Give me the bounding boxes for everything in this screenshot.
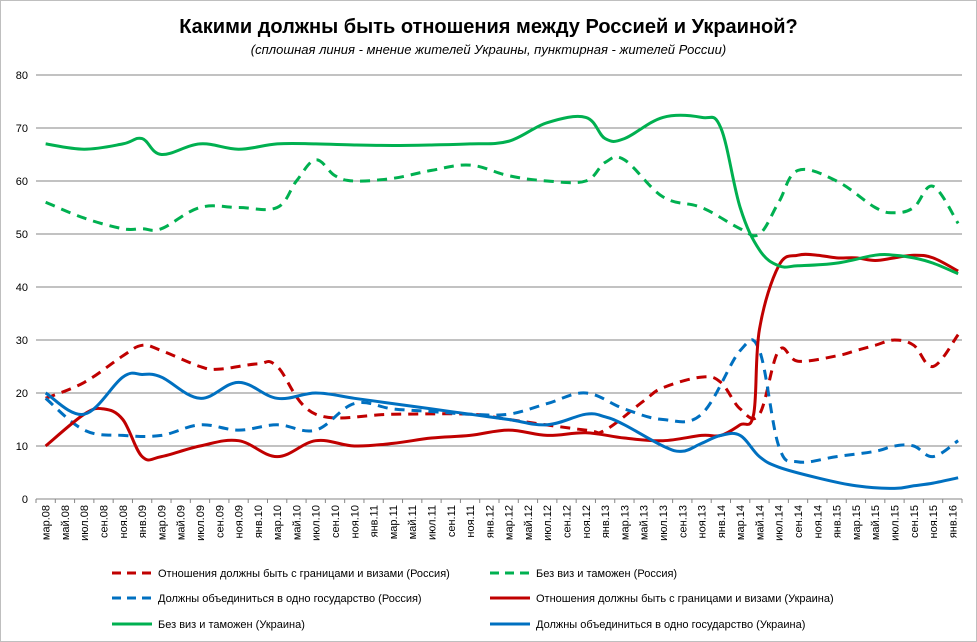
legend-label: Должны объединиться в одно государство (…: [158, 593, 422, 605]
series-line-2: [45, 155, 960, 238]
x-tick-label: янв.12: [484, 505, 496, 538]
y-tick-label: 10: [16, 441, 28, 453]
x-tick-label: июл.11: [426, 505, 438, 540]
x-tick-label: июл.14: [774, 505, 786, 541]
x-tick-label: май.13: [639, 505, 651, 540]
x-tick-label: май.09: [176, 505, 188, 540]
x-tick-label: мар.12: [504, 505, 516, 540]
x-tick-label: ноя.12: [581, 505, 593, 538]
x-tick-label: июл.15: [889, 505, 901, 541]
series-line-6: [44, 371, 959, 490]
x-tick-label: мар.08: [41, 505, 53, 540]
x-tick-label: мар.13: [619, 505, 631, 540]
x-tick-label: мар.11: [388, 505, 400, 539]
x-tick-label: июл.12: [542, 505, 554, 541]
x-tick-label: ноя.13: [697, 505, 709, 538]
x-tick-label: май.08: [60, 505, 72, 540]
series-line-4: [44, 252, 959, 462]
x-tick-label: май.12: [523, 505, 535, 540]
y-tick-label: 80: [16, 70, 28, 82]
y-tick-label: 20: [16, 388, 28, 400]
x-tick-label: май.15: [870, 505, 882, 540]
x-tick-label: сен.08: [99, 505, 111, 538]
series-lines: [44, 113, 960, 490]
x-tick-label: янв.15: [832, 505, 844, 538]
series-line-3: [44, 338, 960, 464]
x-tick-label: мар.15: [851, 505, 863, 540]
legend-label: Без виз и таможен (Украина): [158, 619, 305, 631]
x-tick-label: июл.09: [195, 505, 207, 541]
y-tick-label: 50: [16, 229, 28, 241]
x-tick-label: сен.14: [793, 505, 805, 538]
x-tick-label: мар.09: [156, 505, 168, 540]
x-tick-label: янв.10: [253, 505, 265, 538]
series-line-5: [45, 113, 959, 276]
x-tick-label: май.11: [407, 505, 419, 539]
x-tick-label: сен.10: [330, 505, 342, 538]
x-tick-label: янв.09: [137, 505, 149, 538]
x-tick-label: май.10: [291, 505, 303, 540]
y-tick-label: 70: [16, 123, 28, 135]
x-tick-label: янв.16: [947, 505, 959, 538]
x-tick-label: янв.14: [716, 505, 728, 538]
legend-label: Должны объединиться в одно государство (…: [536, 619, 805, 631]
y-tick-label: 0: [22, 494, 28, 506]
x-tick-label: ноя.08: [118, 505, 130, 538]
x-tick-label: янв.13: [600, 505, 612, 538]
x-tick-label: ноя.15: [928, 505, 940, 538]
x-tick-label: ноя.11: [465, 505, 477, 538]
x-tick-label: ноя.14: [812, 505, 824, 538]
legend-label: Отношения должны быть с границами и виза…: [158, 568, 450, 580]
x-tick-label: сен.15: [909, 505, 921, 538]
y-tick-label: 30: [16, 335, 28, 347]
legend: Отношения должны быть с границами и виза…: [112, 568, 834, 631]
gridlines: [36, 74, 962, 500]
chart-subtitle: (сплошная линия - мнение жителей Украины…: [250, 42, 727, 57]
x-tick-label: мар.10: [272, 505, 284, 540]
y-tick-label: 40: [16, 282, 28, 294]
x-axis: мар.08 май.08 июл.08 сен.08 ноя.08 янв.09 мар.…: [35, 499, 963, 541]
legend-label: Отношения должны быть с границами и виза…: [536, 593, 834, 605]
x-tick-label: июл.08: [79, 505, 91, 541]
x-tick-label: июл.10: [311, 505, 323, 541]
y-tick-label: 60: [16, 176, 28, 188]
x-tick-label: сен.11: [446, 505, 458, 537]
y-axis: 0 10 20 30 40 50 60 70 80: [16, 70, 28, 506]
chart-title: Какими должны быть отношения между Росси…: [179, 16, 798, 38]
x-tick-label: сен.12: [562, 505, 574, 538]
x-tick-label: сен.13: [677, 505, 689, 538]
x-tick-label: мар.14: [735, 505, 747, 540]
x-tick-label: ноя.09: [234, 505, 246, 538]
x-tick-label: ноя.10: [349, 505, 361, 538]
x-tick-label: сен.09: [214, 505, 226, 538]
legend-label: Без виз и таможен (Россия): [536, 568, 677, 580]
x-tick-label: июл.13: [658, 505, 670, 541]
x-tick-label: май.14: [754, 505, 766, 540]
x-tick-label: янв.11: [369, 505, 381, 537]
